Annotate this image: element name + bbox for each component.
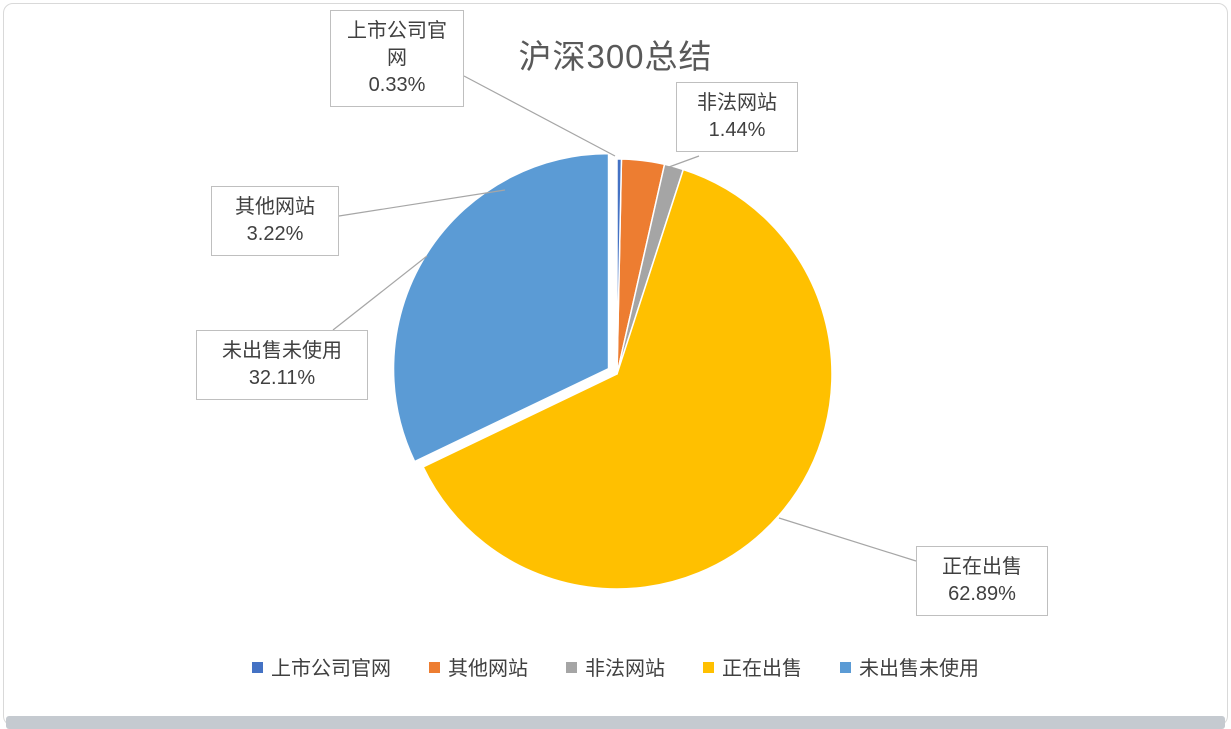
legend: 上市公司官网 其他网站 非法网站 正在出售 未出售未使用: [0, 652, 1231, 681]
callout-value: 0.33%: [368, 74, 426, 96]
legend-swatch: [252, 662, 263, 673]
leader-line: [668, 155, 700, 168]
callout-for-sale[interactable]: 正在出售 62.89%: [916, 546, 1048, 616]
callout-other-site[interactable]: 其他网站 3.22%: [211, 186, 339, 256]
callout-value: 62.89%: [948, 583, 1016, 605]
legend-item-official-site[interactable]: 上市公司官网: [252, 652, 391, 681]
callout-illegal-site[interactable]: 非法网站 1.44%: [676, 82, 798, 152]
leader-line: [332, 255, 428, 331]
callout-label: 其他网站: [235, 196, 315, 218]
callout-label: 上市公司官网: [347, 20, 447, 69]
legend-item-other-site[interactable]: 其他网站: [429, 652, 528, 681]
callout-official-site[interactable]: 上市公司官网 0.33%: [330, 10, 464, 107]
pie-slice-4[interactable]: [392, 152, 610, 463]
legend-item-illegal-site[interactable]: 非法网站: [566, 652, 665, 681]
leader-line: [778, 517, 917, 562]
callout-unsold-unused[interactable]: 未出售未使用 32.11%: [196, 330, 368, 400]
callout-label: 正在出售: [942, 556, 1022, 578]
legend-label: 上市公司官网: [271, 658, 391, 680]
legend-swatch: [703, 662, 714, 673]
chart-title: 沪深300总结: [518, 38, 713, 75]
leader-line: [338, 189, 506, 217]
legend-item-unsold-unused[interactable]: 未出售未使用: [840, 652, 979, 681]
legend-swatch: [429, 662, 440, 673]
legend-label: 未出售未使用: [859, 658, 979, 680]
legend-label: 正在出售: [722, 658, 802, 680]
pie-slice-0[interactable]: [616, 158, 623, 375]
callout-value: 1.44%: [708, 119, 766, 141]
leader-line: [463, 75, 616, 157]
legend-label: 其他网站: [448, 658, 528, 680]
legend-swatch: [566, 662, 577, 673]
horizontal-scrollbar[interactable]: [6, 716, 1225, 729]
pie-slice-3[interactable]: [422, 168, 833, 590]
callout-label: 非法网站: [697, 92, 777, 114]
legend-swatch: [840, 662, 851, 673]
callout-value: 3.22%: [246, 223, 304, 245]
callout-value: 32.11%: [248, 367, 316, 389]
legend-label: 非法网站: [585, 658, 665, 680]
legend-item-for-sale[interactable]: 正在出售: [703, 652, 802, 681]
callout-label: 未出售未使用: [222, 340, 342, 362]
